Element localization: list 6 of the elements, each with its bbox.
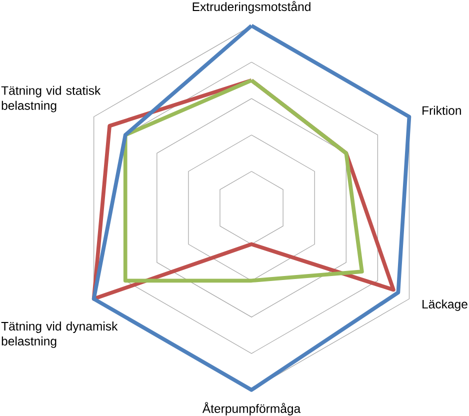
spoke-label: Friktion xyxy=(422,106,461,115)
spoke-label: Läckage xyxy=(422,299,468,311)
spoke-label: Extruderingsmotstånd xyxy=(192,0,310,14)
spoke-label: Tätning vid dynamisk belastning xyxy=(1,321,118,348)
spoke-label: Tätning vid statisk belastning xyxy=(1,86,101,112)
spoke-label: Återpumpförmåga xyxy=(202,402,301,416)
